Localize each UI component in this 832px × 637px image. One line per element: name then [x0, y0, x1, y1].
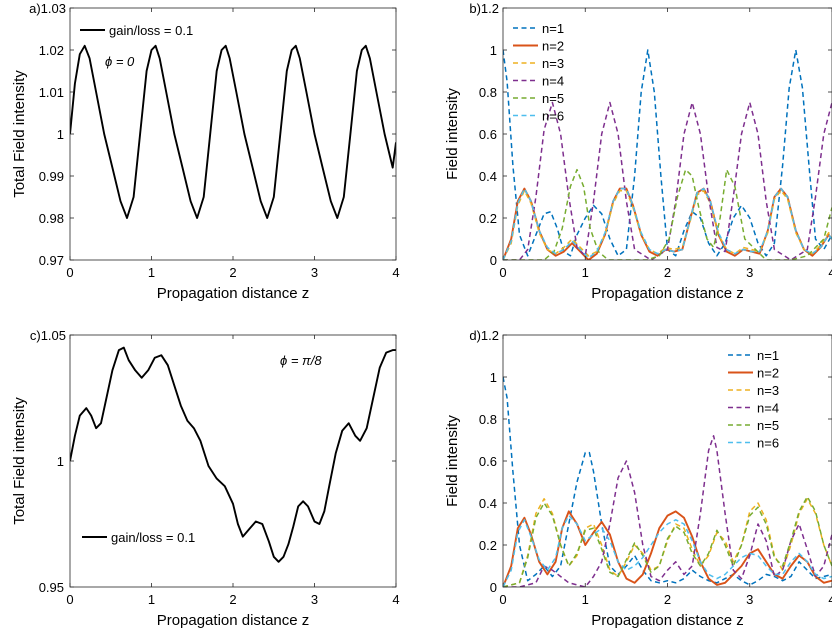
y-tick-label: 0.99: [39, 169, 64, 184]
y-axis-label: Field intensity: [444, 415, 461, 507]
series-line-1: [70, 44, 396, 219]
x-tick-label: 3: [746, 265, 753, 280]
plot-area: [503, 335, 832, 587]
y-axis-label: Field intensity: [444, 88, 461, 180]
x-tick-label: 4: [828, 265, 832, 280]
legend-label: n=2: [542, 39, 564, 54]
y-tick-label: 0.98: [39, 211, 64, 226]
x-tick-label: 4: [392, 592, 399, 607]
y-tick-label: 0: [490, 253, 497, 268]
y-axis-label: Total Field intensity: [11, 70, 28, 198]
series-line-3: [503, 189, 832, 260]
y-tick-label: 1.02: [39, 43, 64, 58]
legend-label: n=6: [542, 109, 564, 124]
y-axis-label: Total Field intensity: [11, 397, 28, 525]
x-axis-label: Propagation distance z: [157, 612, 310, 629]
legend: gain/loss = 0.1: [82, 530, 195, 545]
y-tick-label: 0.8: [479, 85, 497, 100]
y-tick-label: 0.6: [479, 127, 497, 142]
legend-label: n=1: [757, 348, 779, 363]
y-tick-label: b)1.2: [469, 1, 499, 16]
panel-a: 0 1 2 3 4 0.97 0.98 0.99 1 1.01 1.02 a)1.03 Propagat…: [11, 1, 400, 302]
legend-label: n=2: [757, 366, 779, 381]
legend-label: n=5: [542, 91, 564, 106]
legend-label: n=4: [757, 401, 779, 416]
y-tick-label: 1: [490, 370, 497, 385]
y-tick-label: 0.2: [479, 211, 497, 226]
series-line-6: [503, 514, 832, 587]
annotation: ϕ = 0: [105, 54, 135, 69]
x-tick-label: 1: [148, 592, 155, 607]
series-line-5: [503, 168, 832, 260]
x-tick-label: 0: [499, 592, 506, 607]
series-group: [503, 49, 832, 260]
series-line-5: [503, 495, 832, 587]
y-tick-label: 1: [57, 127, 64, 142]
x-tick-label: 0: [66, 265, 73, 280]
series-line-1: [70, 346, 396, 563]
legend-label: gain/loss = 0.1: [111, 530, 195, 545]
x-tick-label: 3: [746, 592, 753, 607]
x-tick-label: 4: [828, 592, 832, 607]
y-tick-label: 0.8: [479, 412, 497, 427]
series-line-1: [503, 376, 832, 586]
legend-label: n=3: [542, 56, 564, 71]
panel-c: 0 1 2 3 4 0.95 1 c)1.05 Propagation distance z To…: [11, 328, 400, 629]
y-tick-label: 0: [490, 580, 497, 595]
y-tick-label: 1: [57, 454, 64, 469]
plot-area: [70, 335, 396, 587]
y-tick-label: 1.01: [39, 85, 64, 100]
legend-label: n=5: [757, 418, 779, 433]
y-tick-label: 0.95: [39, 580, 64, 595]
x-tick-label: 2: [664, 265, 671, 280]
legend-label: n=4: [542, 74, 564, 89]
x-axis-label: Propagation distance z: [157, 285, 310, 302]
y-tick-label: c)1.05: [30, 328, 66, 343]
x-tick-label: 2: [664, 592, 671, 607]
y-tick-label: 0.97: [39, 253, 64, 268]
panel-d: 0 1 2 3 4 0 0.2 0.4 0.6 0.8 1 d)1.2 Propagation dist…: [444, 328, 832, 629]
legend: gain/loss = 0.1: [80, 23, 193, 38]
legend-label: gain/loss = 0.1: [109, 23, 193, 38]
annotation: ϕ = π/8: [280, 353, 322, 368]
y-tick-label: d)1.2: [469, 328, 499, 343]
x-axis-label: Propagation distance z: [591, 285, 744, 302]
series-group: [70, 346, 396, 563]
series-line-4: [503, 101, 832, 260]
x-tick-label: 3: [311, 265, 318, 280]
y-tick-label: 0.6: [479, 454, 497, 469]
x-tick-label: 1: [582, 265, 589, 280]
plot-area: [70, 8, 396, 260]
legend-label: n=6: [757, 436, 779, 451]
x-tick-label: 2: [229, 265, 236, 280]
x-tick-label: 4: [392, 265, 399, 280]
y-tick-label: 0.4: [479, 496, 497, 511]
x-tick-label: 2: [229, 592, 236, 607]
y-tick-label: a)1.03: [29, 1, 66, 16]
x-tick-label: 1: [148, 265, 155, 280]
series-group: [70, 44, 396, 219]
y-tick-label: 0.2: [479, 538, 497, 553]
y-tick-label: 0.4: [479, 169, 497, 184]
x-axis-label: Propagation distance z: [591, 612, 744, 629]
x-tick-label: 1: [582, 592, 589, 607]
legend: n=1 n=2 n=3 n=4 n=5 n=6: [728, 348, 779, 451]
series-line-6: [503, 187, 832, 260]
legend: n=1 n=2 n=3 n=4 n=5 n=6: [513, 21, 564, 124]
x-tick-label: 3: [311, 592, 318, 607]
x-tick-label: 0: [66, 592, 73, 607]
series-group: [503, 376, 832, 587]
x-tick-label: 0: [499, 265, 506, 280]
panel-b: 0 1 2 3 4 0 0.2 0.4 0.6 0.8 1 b)1.2 Propagation dist…: [444, 1, 832, 302]
y-tick-label: 1: [490, 43, 497, 58]
legend-label: n=1: [542, 21, 564, 36]
legend-label: n=3: [757, 383, 779, 398]
